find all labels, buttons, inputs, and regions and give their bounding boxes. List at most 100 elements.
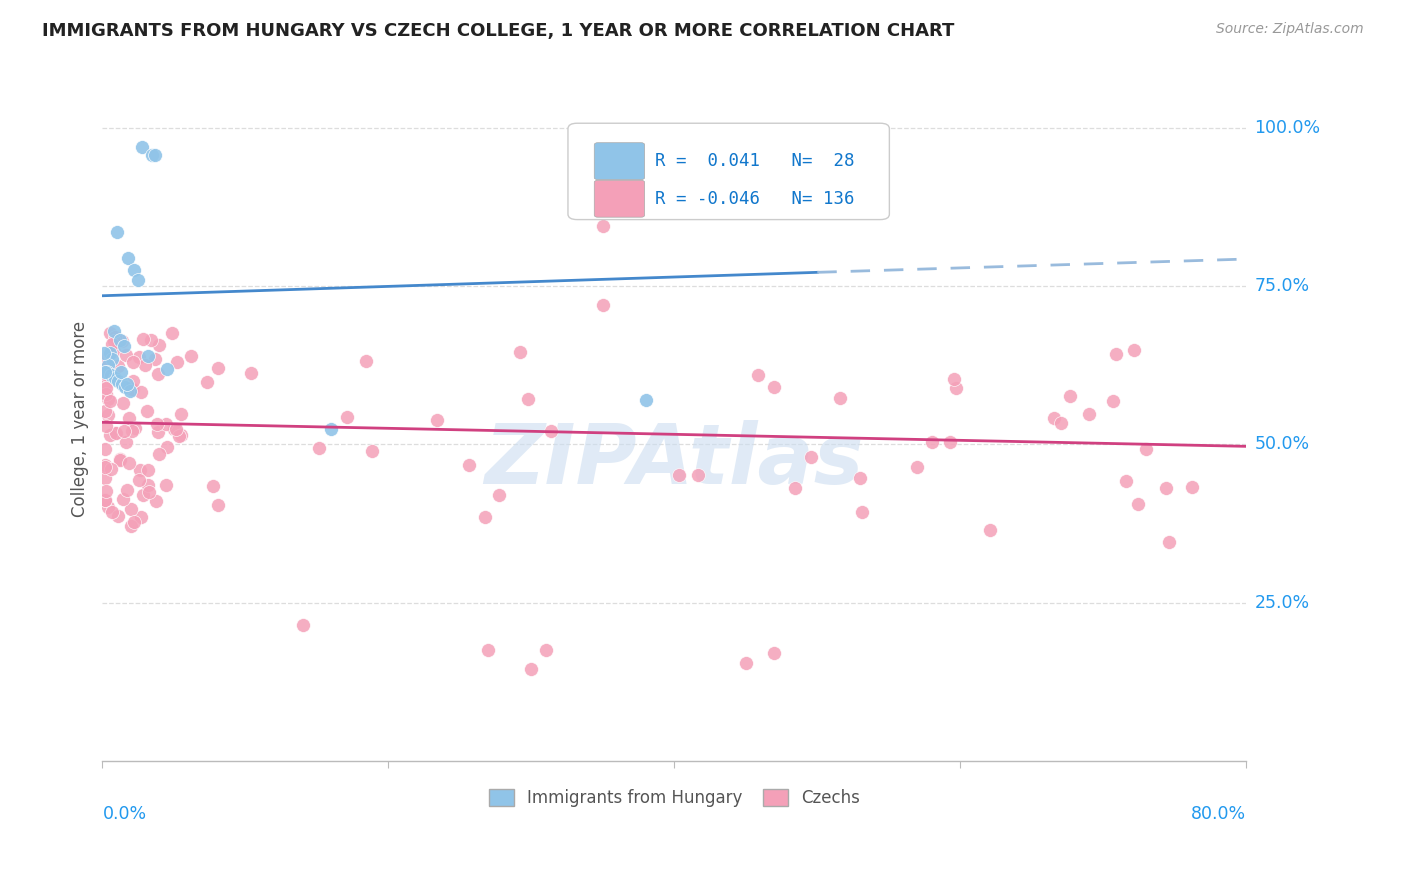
Point (155, 417, 177, 431)
Point (105, 226, 128, 240)
Point (148, 447, 170, 461)
Point (96, 418, 118, 433)
Point (1059, 389, 1081, 403)
Point (96, 365, 118, 379)
Point (107, 509, 129, 524)
Point (136, 478, 159, 492)
Point (111, 377, 134, 392)
Point (118, 384, 141, 398)
Point (122, 355, 145, 369)
Point (634, 393, 657, 408)
Point (118, 456, 141, 470)
Point (921, 434, 943, 449)
Point (94, 442, 117, 457)
Text: 50.0%: 50.0% (1254, 435, 1310, 453)
Point (945, 380, 967, 394)
Point (169, 429, 191, 443)
Point (509, 344, 531, 359)
Point (134, 358, 156, 372)
Point (122, 374, 145, 388)
Point (1077, 407, 1099, 421)
Point (830, 391, 852, 405)
Point (146, 368, 169, 382)
Text: 100.0%: 100.0% (1254, 119, 1320, 137)
Point (115, 377, 138, 392)
Point (308, 442, 330, 456)
Point (94, 492, 117, 507)
Y-axis label: College, 1 year or more: College, 1 year or more (72, 321, 89, 517)
Point (93, 345, 115, 359)
Point (291, 617, 314, 632)
Point (146, 425, 169, 439)
Point (138, 484, 160, 499)
FancyBboxPatch shape (568, 123, 890, 219)
Point (122, 263, 145, 277)
Point (112, 395, 135, 409)
Point (136, 349, 159, 363)
Point (540, 424, 562, 438)
Point (107, 359, 129, 374)
Point (115, 348, 138, 362)
Text: R =  0.041   N=  28: R = 0.041 N= 28 (655, 153, 855, 170)
Point (129, 509, 152, 524)
Point (103, 344, 125, 359)
Point (94, 404, 117, 418)
Point (141, 148, 163, 162)
Point (361, 443, 384, 458)
Point (122, 382, 145, 396)
Text: 25.0%: 25.0% (1254, 594, 1310, 612)
Point (1181, 480, 1204, 494)
Point (97, 359, 120, 373)
Point (97, 500, 120, 514)
Point (100, 462, 122, 476)
Text: 80.0%: 80.0% (1191, 805, 1246, 823)
Point (136, 404, 159, 418)
Point (1042, 410, 1064, 425)
Point (94, 387, 117, 401)
Point (165, 422, 187, 436)
Point (1135, 442, 1157, 456)
Point (127, 273, 149, 287)
Point (104, 426, 127, 441)
Text: ZIPAtlas: ZIPAtlas (485, 419, 865, 500)
Point (354, 354, 377, 368)
Point (128, 350, 150, 364)
Point (763, 379, 786, 393)
Point (457, 458, 479, 473)
Point (939, 435, 962, 450)
Point (979, 523, 1001, 537)
Point (336, 409, 359, 424)
Point (108, 333, 131, 347)
Point (747, 368, 769, 382)
Point (96, 368, 118, 382)
Point (132, 488, 155, 502)
Point (94, 458, 117, 472)
Point (107, 374, 129, 388)
Point (112, 425, 135, 439)
Point (1154, 481, 1177, 495)
Point (100, 368, 122, 382)
Point (94, 377, 117, 392)
Point (146, 417, 169, 431)
Point (103, 324, 125, 338)
Point (942, 372, 965, 386)
Point (121, 424, 143, 438)
Point (136, 463, 159, 477)
Point (180, 349, 202, 363)
Point (97, 346, 120, 360)
Text: 0.0%: 0.0% (103, 805, 146, 823)
Point (96, 365, 118, 379)
Point (94, 460, 117, 475)
FancyBboxPatch shape (595, 180, 644, 217)
Point (94, 352, 117, 367)
Point (686, 468, 709, 483)
Point (145, 494, 167, 508)
Point (240, 366, 263, 380)
Point (101, 351, 124, 366)
Text: IMMIGRANTS FROM HUNGARY VS CZECH COLLEGE, 1 YEAR OR MORE CORRELATION CHART: IMMIGRANTS FROM HUNGARY VS CZECH COLLEGE… (42, 22, 955, 40)
Point (477, 643, 499, 657)
Point (124, 420, 146, 434)
Point (668, 468, 690, 483)
Point (143, 352, 166, 367)
Point (111, 334, 134, 348)
